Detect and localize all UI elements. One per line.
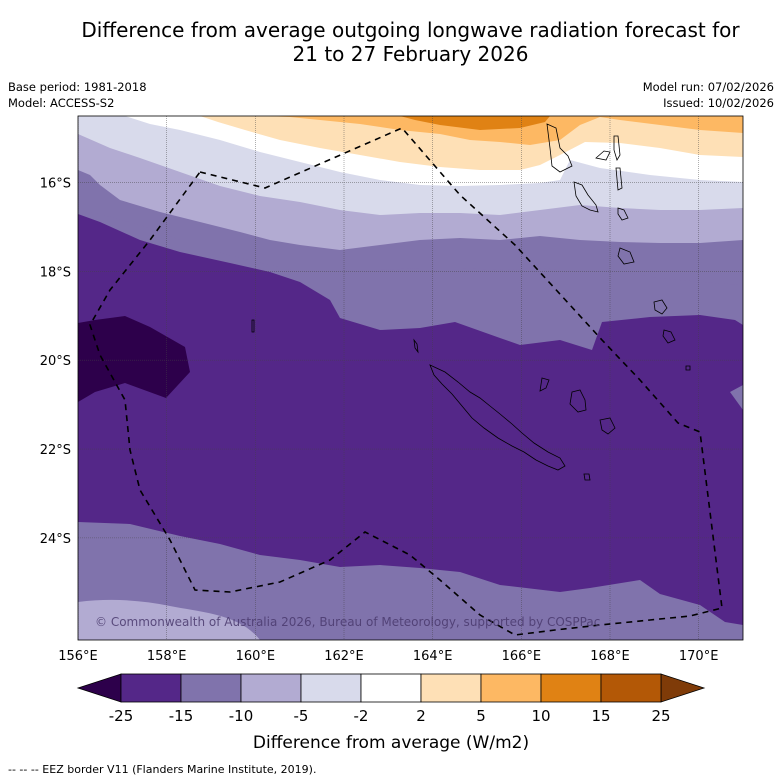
meta-left: Base period: 1981-2018 Model: ACCESS-S2 xyxy=(8,79,147,111)
longitude-labels: 156°E 158°E 160°E 162°E 164°E 166°E 168°E 170°E xyxy=(58,649,718,664)
lon-tick-label: 162°E xyxy=(324,649,364,664)
colorbar-tick-label: -2 xyxy=(354,707,369,725)
copyright-text: © Commonwealth of Australia 2026, Bureau… xyxy=(95,615,600,629)
latitude-labels: 16°S 18°S 20°S 22°S 24°S xyxy=(40,177,71,547)
coast-vanuatu-ambae xyxy=(595,150,611,161)
coast-vanuatu-tanna xyxy=(653,299,668,315)
colorbar-under-arrow xyxy=(76,673,122,703)
model-name: Model: ACCESS-S2 xyxy=(8,96,115,110)
lat-tick-label: 20°S xyxy=(40,354,71,369)
colorbar-tick-label: 2 xyxy=(416,707,426,725)
coast-loyalty-mare xyxy=(599,417,616,435)
coast-vanuatu-aneityum xyxy=(662,329,676,344)
title-line-2: 21 to 27 February 2026 xyxy=(292,42,529,66)
colorbar-bin xyxy=(480,673,542,703)
lat-tick-label: 16°S xyxy=(40,177,71,192)
colorbar-bin xyxy=(240,673,302,703)
band-plus2-plus5 xyxy=(200,116,743,170)
lon-tick-label: 170°E xyxy=(679,649,719,664)
colorbar-bin xyxy=(540,673,602,703)
band-below-minus25 xyxy=(78,316,190,402)
colorbar-tick-label: -15 xyxy=(169,707,194,725)
coast-belep xyxy=(413,338,419,354)
band-minus10-minus5-south xyxy=(78,599,260,640)
band-plus5-plus10 xyxy=(265,116,743,145)
coast-vanuatu-espiritu xyxy=(546,123,573,173)
coast-loyalty-lifou xyxy=(569,389,587,413)
colorbar-tick-label: -25 xyxy=(109,707,134,725)
lon-tick-label: 164°E xyxy=(413,649,453,664)
colorbar-bin xyxy=(600,673,662,703)
chart-title: Difference from average outgoing longwav… xyxy=(0,18,781,66)
band-plus10-plus15 xyxy=(400,116,550,130)
coast-loyalty-ouvea xyxy=(539,377,550,392)
coast-vanuatu-malekula xyxy=(573,181,599,213)
colorbar-bin xyxy=(300,673,362,703)
base-period: Base period: 1981-2018 xyxy=(8,80,147,94)
colorbar-tick-label: 25 xyxy=(651,707,670,725)
lon-tick-label: 166°E xyxy=(502,649,542,664)
colorbar-tick-label: 10 xyxy=(531,707,550,725)
colorbar: -25 -15 -10 -5 -2 2 5 10 15 25 xyxy=(76,673,706,725)
map-panel: © Commonwealth of Australia 2026, Bureau… xyxy=(78,116,743,640)
band-minus25-minus15-main xyxy=(78,214,743,625)
coast-isle-of-pines xyxy=(583,473,591,481)
title-line-1: Difference from average outgoing longwav… xyxy=(81,18,740,42)
colorbar-title: Difference from average (W/m2) xyxy=(253,733,529,753)
eez-border xyxy=(89,127,723,636)
coast-vanuatu-erromango xyxy=(617,247,635,265)
coast-chesterfield xyxy=(251,319,255,333)
coast-vanuatu-efate xyxy=(617,207,629,221)
gridlines xyxy=(78,116,743,640)
coast-hunter-island xyxy=(685,365,691,371)
lat-tick-label: 22°S xyxy=(40,443,71,458)
coastlines xyxy=(251,123,691,481)
lon-tick-label: 156°E xyxy=(58,649,98,664)
colorbar-bin xyxy=(120,673,182,703)
colorbar-tick-label: 5 xyxy=(476,707,486,725)
lon-tick-label: 160°E xyxy=(236,649,276,664)
colorbar-bin xyxy=(180,673,242,703)
colorbar-tick-label: -5 xyxy=(294,707,309,725)
lat-tick-label: 24°S xyxy=(40,532,71,547)
map-frame xyxy=(77,115,744,641)
lon-tick-label: 168°E xyxy=(590,649,630,664)
issued-date: Issued: 10/02/2026 xyxy=(663,96,774,110)
meta-right: Model run: 07/02/2026 Issued: 10/02/2026 xyxy=(643,79,774,111)
coast-vanuatu-pentecost xyxy=(615,167,623,191)
coast-vanuatu-maewo xyxy=(613,135,621,161)
colorbar-over-arrow xyxy=(660,673,706,703)
eez-footnote: -- -- -- EEZ border V11 (Flanders Marine… xyxy=(8,763,317,776)
colorbar-bin xyxy=(420,673,482,703)
lat-tick-label: 18°S xyxy=(40,265,71,280)
lon-tick-label: 158°E xyxy=(147,649,187,664)
model-run: Model run: 07/02/2026 xyxy=(642,80,774,94)
colorbar-tick-label: -10 xyxy=(229,707,254,725)
colorbar-tick-label: 15 xyxy=(591,707,610,725)
colorbar-bin xyxy=(360,673,422,703)
coast-new-caledonia xyxy=(429,364,566,471)
